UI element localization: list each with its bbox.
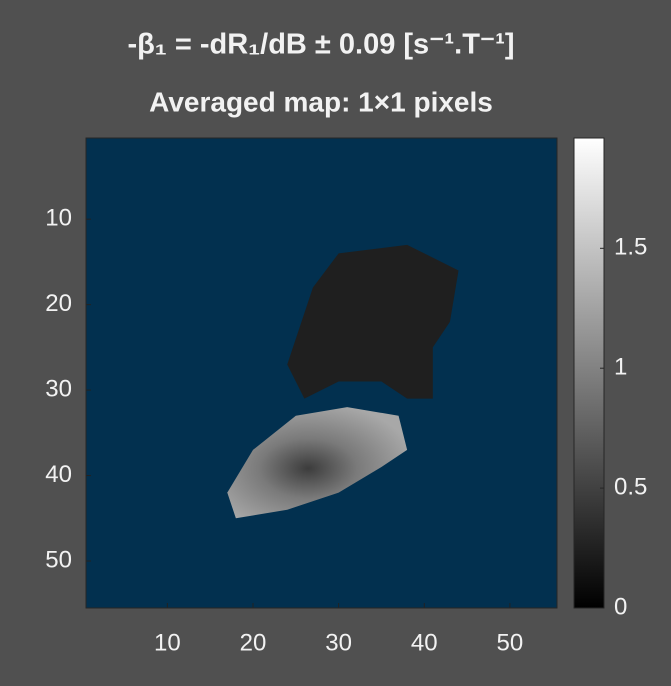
x-tick-label: 20 xyxy=(240,629,267,656)
lower-region xyxy=(227,407,408,519)
y-tick-label: 40 xyxy=(45,461,72,488)
colorbar-tick-label: 1.5 xyxy=(614,234,647,261)
y-tick-label: 50 xyxy=(45,546,72,573)
y-tick-label: 30 xyxy=(45,375,72,402)
x-tick-label: 40 xyxy=(411,629,438,656)
colorbar xyxy=(573,137,605,609)
chart-subtitle: Averaged map: 1×1 pixels xyxy=(149,86,493,117)
colorbar-tick-label: 1 xyxy=(614,354,627,381)
y-tick-label: 20 xyxy=(45,290,72,317)
x-tick-label: 10 xyxy=(154,629,181,656)
chart-title: -β₁ = -dR₁/dB ± 0.09 [s⁻¹.T⁻¹] xyxy=(127,29,514,61)
axes-frame xyxy=(85,137,558,609)
upper-region xyxy=(287,244,459,399)
colorbar-tick-label: 0 xyxy=(614,593,627,620)
y-tick-label: 10 xyxy=(45,205,72,232)
x-tick-label: 30 xyxy=(325,629,352,656)
x-tick-label: 50 xyxy=(497,629,524,656)
colorbar-tick-label: 0.5 xyxy=(614,473,647,500)
